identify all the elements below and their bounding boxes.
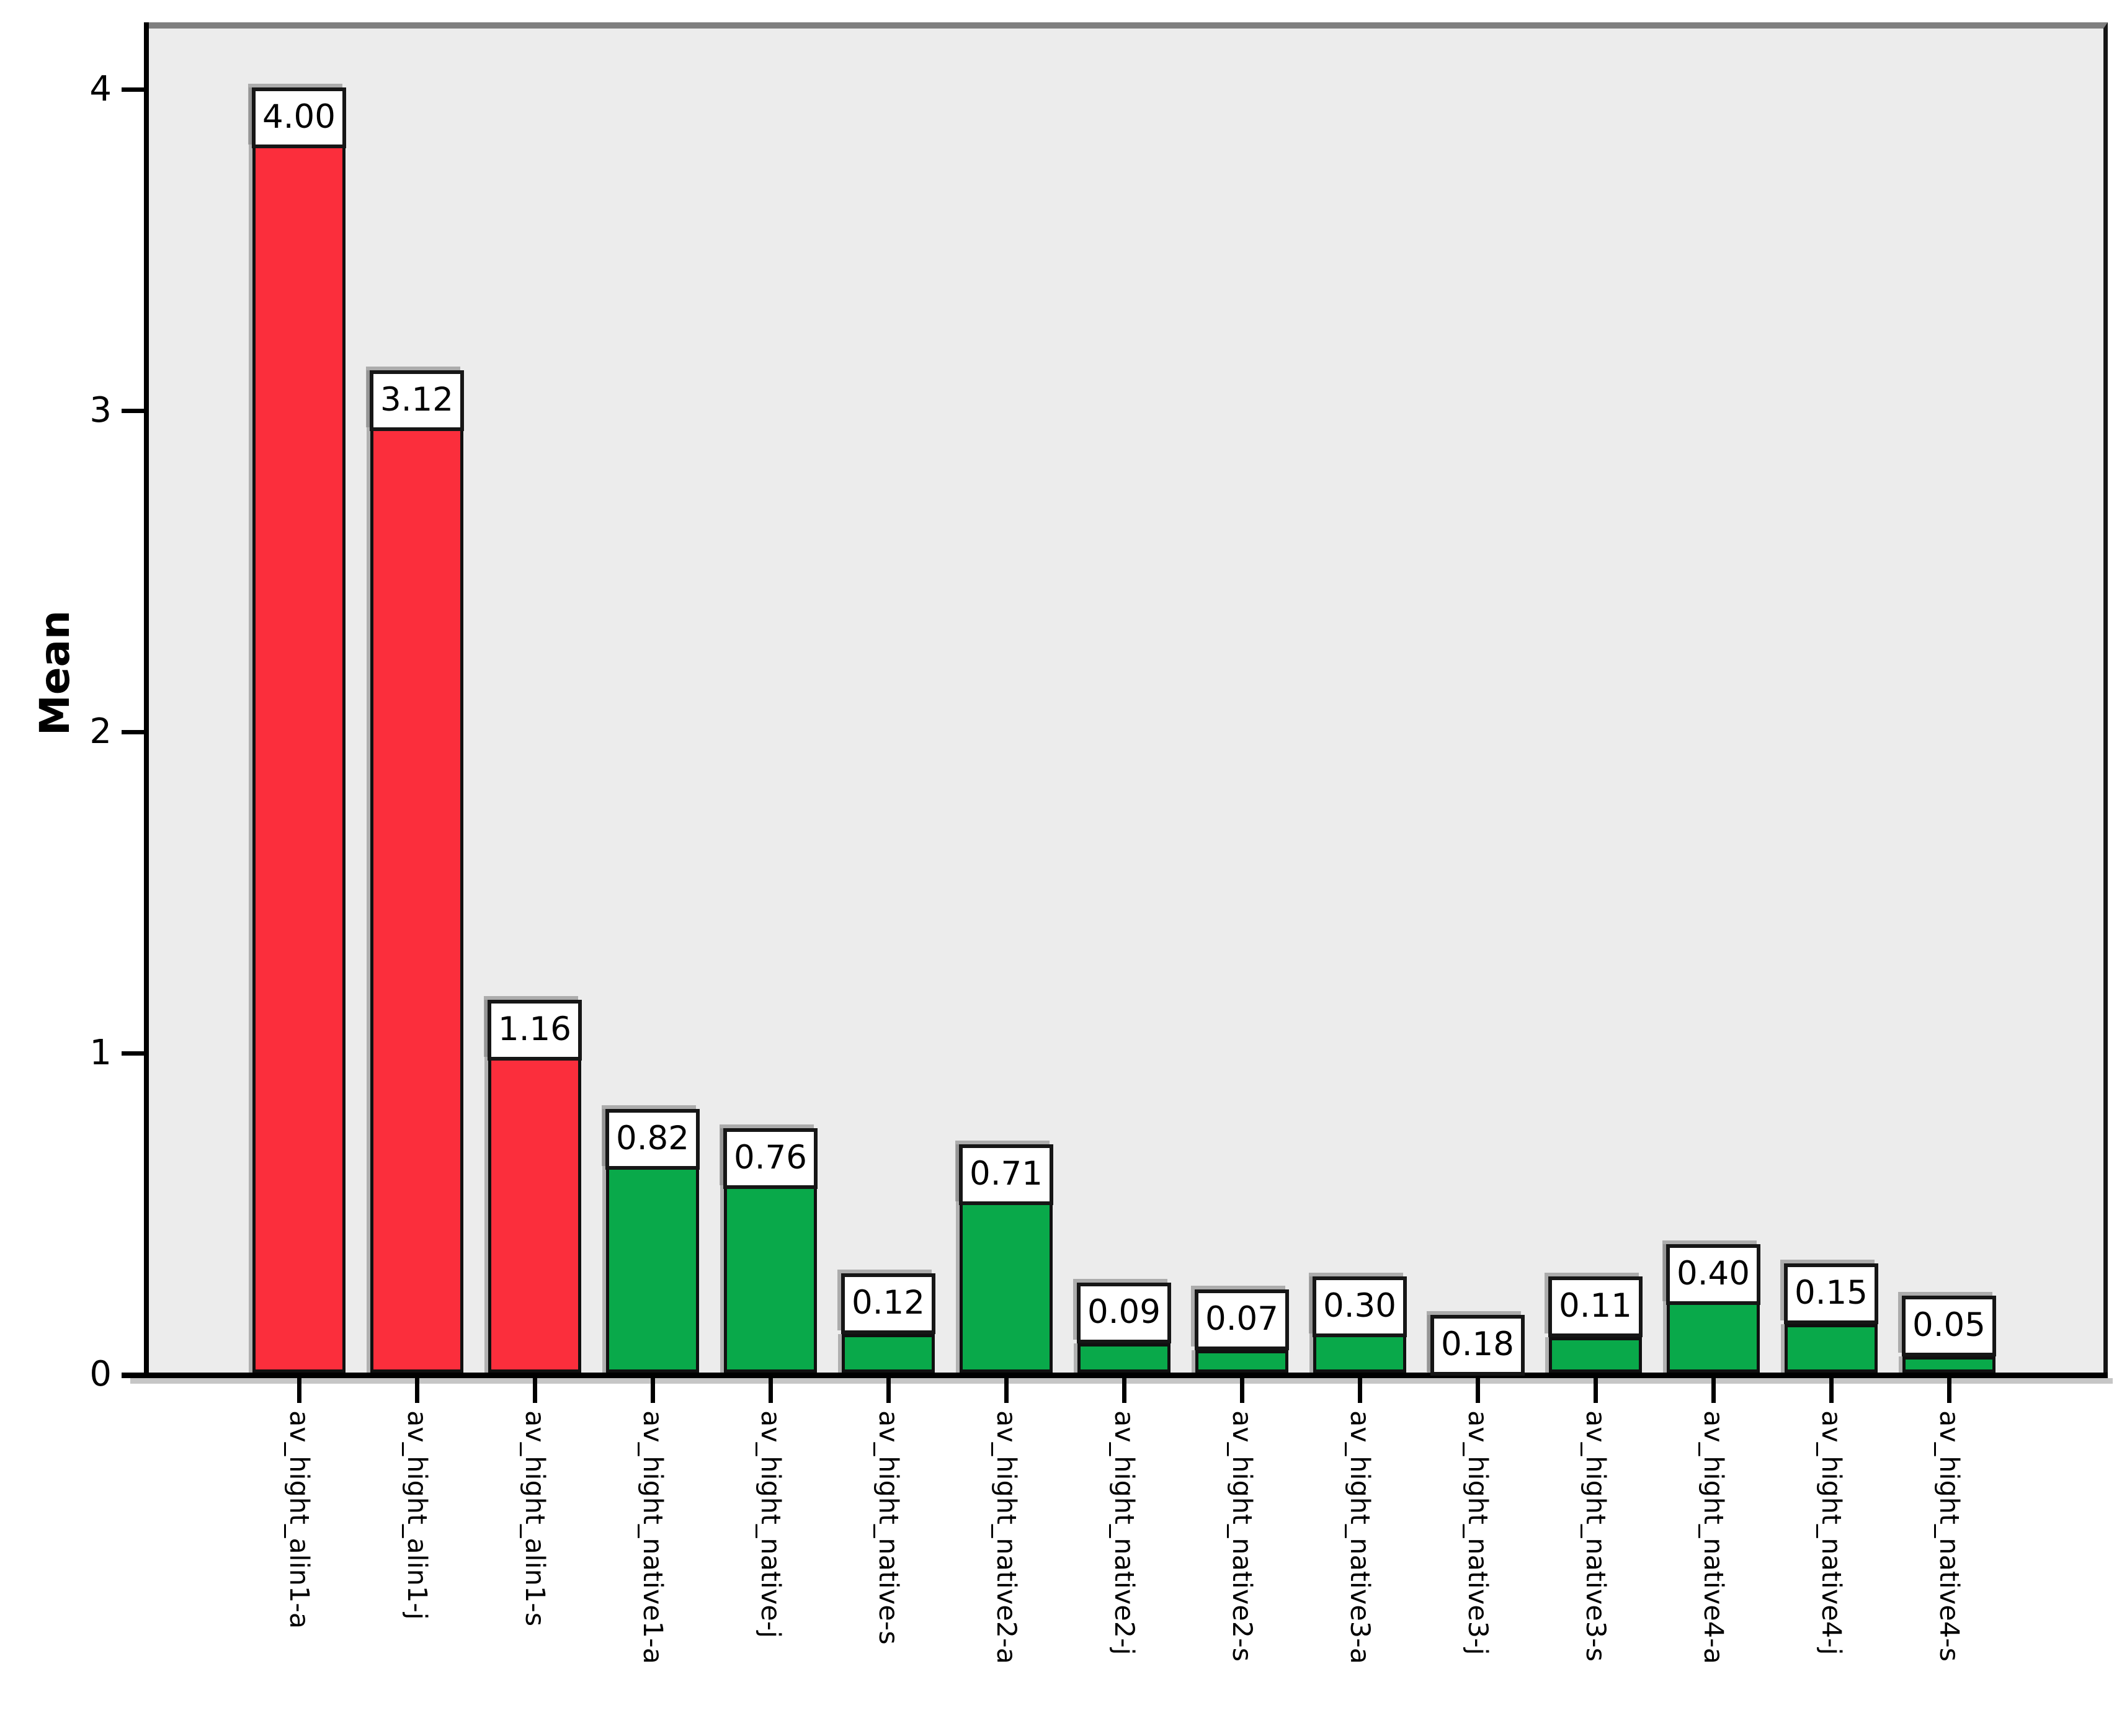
x-axis-tick-label: av_hight_native2-a	[991, 1410, 1022, 1664]
bar-value-label: 0.30	[1313, 1276, 1407, 1337]
x-axis-tick	[1594, 1378, 1598, 1403]
x-axis-tick-label: av_hight_native3-j	[1462, 1410, 1493, 1655]
y-axis-line	[144, 22, 149, 1378]
x-axis-tick-label: av_hight_alin1-a	[283, 1410, 314, 1629]
bar	[842, 1334, 935, 1373]
bar-value-label: 0.12	[841, 1273, 935, 1334]
x-axis-tick-label: av_hight_alin1-s	[519, 1410, 550, 1627]
bar-value-label: 0.18	[1430, 1315, 1525, 1376]
x-axis-tick	[297, 1378, 301, 1403]
y-axis-tick-label: 0	[89, 1354, 112, 1394]
bar-value-label: 0.76	[723, 1128, 818, 1189]
x-axis-tick	[1829, 1378, 1834, 1403]
x-axis-tick	[1122, 1378, 1126, 1403]
x-axis-tick-label: av_hight_native-s	[873, 1410, 904, 1645]
x-axis-tick	[1358, 1378, 1362, 1403]
x-axis-tick	[1476, 1378, 1480, 1403]
bar-value-label: 4.00	[252, 87, 346, 148]
bar-value-label: 1.16	[488, 1000, 582, 1061]
x-axis-tick-label: av_hight_native4-s	[1933, 1410, 1964, 1662]
bar	[1902, 1356, 1995, 1373]
x-axis-tick-label: av_hight_native-j	[755, 1410, 786, 1639]
y-axis-tick	[122, 1051, 146, 1056]
x-axis-tick-label: av_hight_native4-a	[1698, 1410, 1729, 1664]
x-axis-tick-label: av_hight_native3-a	[1344, 1410, 1375, 1664]
bar-value-label: 0.40	[1666, 1244, 1760, 1305]
x-axis-tick-label: av_hight_alin1-j	[401, 1410, 432, 1620]
y-axis-tick-label: 2	[89, 711, 112, 752]
bar	[252, 87, 346, 1373]
x-axis-line	[122, 1373, 2108, 1378]
x-axis-tick	[651, 1378, 655, 1403]
y-axis-tick-label: 1	[89, 1033, 112, 1073]
y-axis-tick	[122, 87, 146, 92]
bar	[1785, 1324, 1878, 1373]
bar-value-label: 3.12	[370, 370, 464, 431]
bar	[1077, 1343, 1171, 1373]
x-axis-shadow	[130, 1378, 2113, 1384]
x-axis-tick	[533, 1378, 537, 1403]
x-axis-tick-label: av_hight_native3-s	[1580, 1410, 1611, 1662]
x-axis-tick-label: av_hight_native2-s	[1226, 1410, 1257, 1662]
bar	[1549, 1337, 1642, 1373]
x-axis-tick-label: av_hight_native4-j	[1816, 1410, 1847, 1655]
plot-area	[144, 22, 2108, 1373]
bar	[488, 1000, 581, 1373]
x-axis-tick	[1004, 1378, 1009, 1403]
y-axis-tick	[122, 1373, 146, 1377]
x-axis-tick	[1711, 1378, 1716, 1403]
x-axis-tick-label: av_hight_native1-a	[637, 1410, 668, 1664]
x-axis-tick	[1240, 1378, 1244, 1403]
y-axis-tick	[122, 409, 146, 413]
bar-value-label: 0.82	[605, 1109, 700, 1170]
x-axis-tick	[415, 1378, 419, 1403]
bar-value-label: 0.71	[959, 1144, 1053, 1205]
bar-value-label: 0.07	[1195, 1289, 1289, 1350]
bar	[1195, 1350, 1288, 1373]
y-axis-tick-label: 4	[89, 69, 112, 109]
bar-value-label: 0.15	[1784, 1263, 1878, 1324]
x-axis-tick-label: av_hight_native2-j	[1108, 1410, 1139, 1655]
y-axis-tick-label: 3	[89, 390, 112, 430]
x-axis-tick	[1947, 1378, 1951, 1403]
x-axis-tick	[769, 1378, 773, 1403]
bar-value-label: 0.11	[1548, 1276, 1643, 1337]
y-axis-tick	[122, 730, 146, 734]
bar	[370, 370, 463, 1373]
bar-value-label: 0.09	[1077, 1283, 1171, 1343]
x-axis-tick	[886, 1378, 891, 1403]
bar-value-label: 0.05	[1902, 1296, 1996, 1356]
